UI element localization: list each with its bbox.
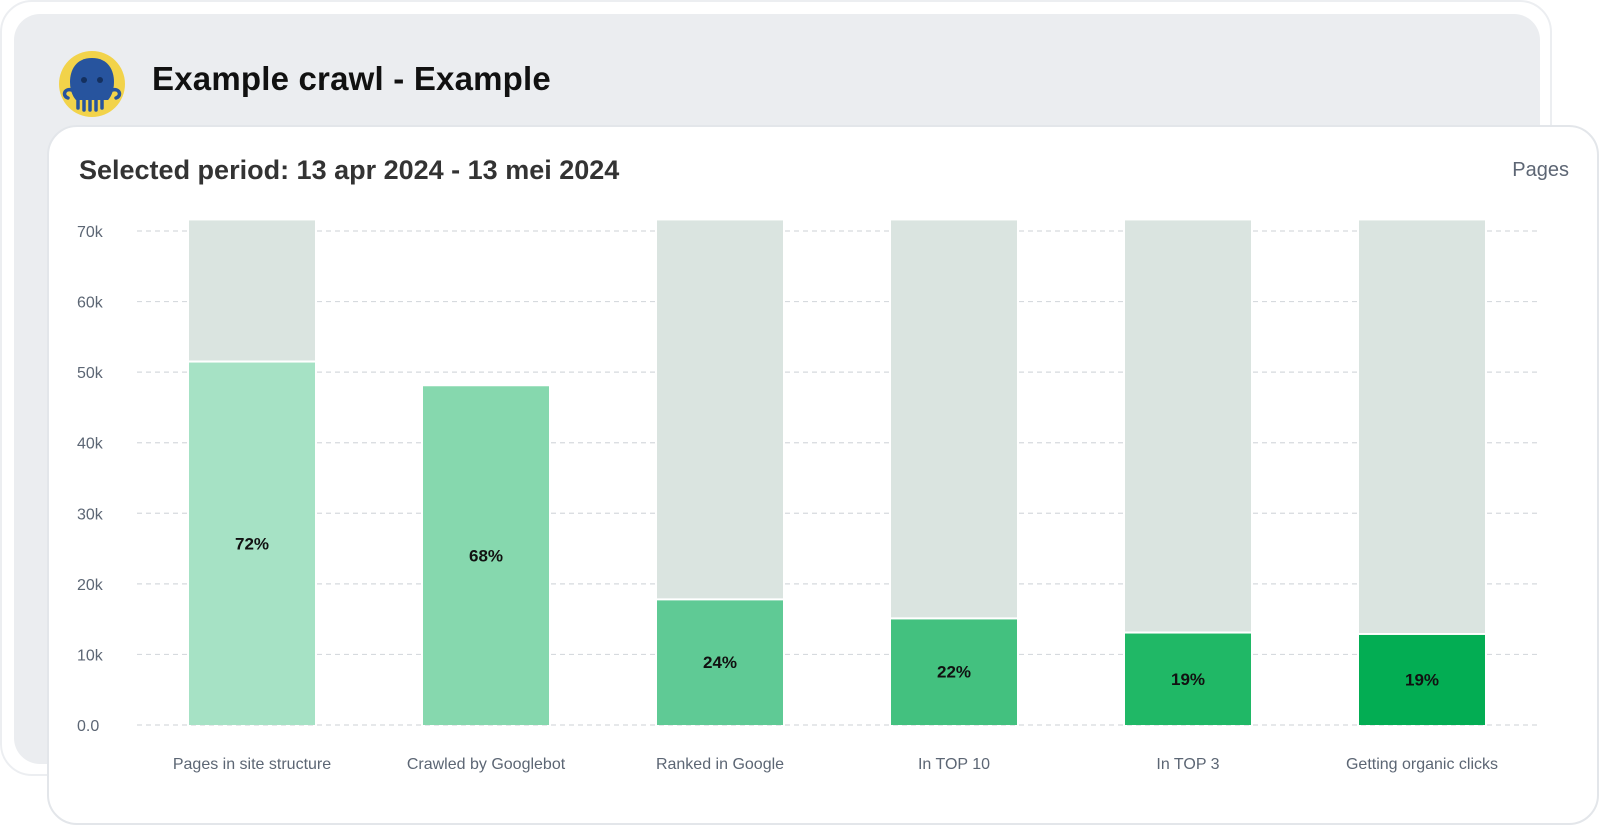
bar-percent-label: 19% — [1171, 670, 1205, 689]
bar-value — [657, 600, 783, 725]
y-tick-label: 40k — [77, 436, 104, 453]
bar-percent-label: 72% — [235, 534, 269, 553]
bar-value — [1125, 633, 1251, 725]
x-category-label: Ranked in Google — [656, 756, 784, 773]
x-category-label: Crawled by Googlebot — [407, 756, 566, 773]
x-category-label: In TOP 3 — [1156, 756, 1219, 773]
bar-percent-label: 68% — [469, 547, 503, 566]
crawl-title: Example crawl - Example — [152, 60, 551, 97]
bar-percent-label: 22% — [937, 663, 971, 682]
bar-value — [1359, 634, 1485, 725]
funnel-bar-chart: 0.0 10k 20k 30k 40k 50k 60k 70k 72% Pages in site… — [77, 220, 1539, 773]
bar-value — [423, 386, 549, 725]
y-tick-label: 20k — [77, 577, 104, 594]
bar-remainder — [189, 220, 315, 362]
x-category-label: In TOP 10 — [918, 756, 990, 773]
y-tick-label: 10k — [77, 647, 104, 664]
bar-remainder — [891, 220, 1017, 619]
y-tick-label: 30k — [77, 506, 104, 523]
selected-period-title: Selected period: 13 apr 2024 - 13 mei 20… — [79, 155, 620, 185]
bar-value — [189, 362, 315, 725]
funnel-chart-card: Selected period: 13 apr 2024 - 13 mei 20… — [47, 125, 1599, 825]
x-category-label: Pages in site structure — [173, 756, 331, 773]
bar-remainder — [1125, 220, 1251, 633]
x-category-label: Getting organic clicks — [1346, 756, 1498, 773]
bar-value — [891, 619, 1017, 725]
pages-mode-label[interactable]: Pages — [1512, 159, 1569, 181]
y-tick-label: 50k — [77, 365, 104, 382]
bar-remainder — [657, 220, 783, 600]
y-tick-label: 60k — [77, 295, 104, 312]
y-tick-label: 70k — [77, 224, 104, 241]
bar-remainder — [1359, 220, 1485, 634]
y-tick-label: 0.0 — [77, 718, 99, 735]
octopus-logo-icon — [58, 50, 126, 118]
bar-percent-label: 19% — [1405, 670, 1439, 689]
bar-percent-label: 24% — [703, 653, 737, 672]
